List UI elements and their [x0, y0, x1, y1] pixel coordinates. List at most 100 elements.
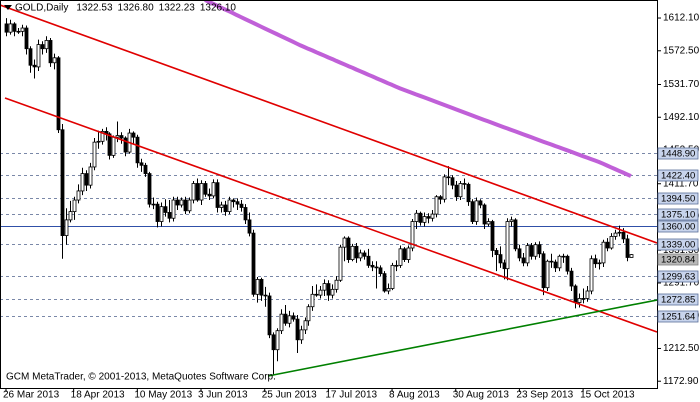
candle-body — [247, 219, 252, 234]
candle-body — [466, 183, 471, 203]
candle-body — [330, 288, 335, 296]
candle-body — [100, 131, 105, 142]
candle-body — [533, 244, 538, 257]
candle-body — [76, 190, 81, 201]
candle-body — [267, 295, 272, 336]
candle-body — [386, 288, 391, 292]
x-tick-label: 18 Apr 2013 — [71, 390, 125, 401]
candle-body — [482, 204, 487, 225]
x-tick-label: 26 Mar 2013 — [3, 390, 60, 401]
candle-body — [115, 135, 120, 138]
symbol: GOLD,Daily — [15, 3, 68, 14]
candle-body — [72, 199, 77, 213]
y-tick-label: 1291.70 — [663, 278, 700, 289]
level-label: 1272.85 — [661, 295, 695, 306]
candle-body — [32, 64, 37, 68]
candle-body — [96, 140, 101, 143]
candle-body — [406, 247, 411, 260]
candle-body — [446, 176, 451, 179]
candle-body — [107, 133, 112, 156]
candle-body — [474, 200, 479, 222]
candle-body — [279, 313, 284, 332]
candle-body — [450, 177, 455, 186]
candle-body — [589, 258, 594, 292]
footer: GCM MetaTrader, © 2001-2013, MetaQuotes … — [6, 372, 276, 383]
candle-body — [470, 201, 475, 222]
candle-body — [119, 135, 124, 139]
candle-body — [255, 279, 260, 295]
candle-body — [203, 183, 208, 195]
candle-body — [601, 241, 606, 264]
candle-body — [398, 248, 403, 266]
plot-frame — [0, 0, 658, 389]
candle-body — [251, 232, 256, 295]
level-label-box — [657, 169, 699, 182]
candle-body — [462, 183, 467, 185]
candle-body — [318, 289, 323, 296]
candle-body — [629, 254, 634, 258]
level-label: 1299.63 — [661, 272, 695, 283]
candle-body — [40, 44, 45, 50]
candle-body — [239, 203, 244, 208]
candle-body — [625, 238, 630, 258]
candle-body — [362, 252, 367, 257]
quote: 1322.53 1326.80 1322.23 1326.10 — [76, 3, 236, 14]
candle-body — [24, 27, 29, 50]
level-label: 1360.00 — [661, 222, 695, 233]
candle-body — [135, 136, 140, 164]
candle-body — [374, 266, 379, 269]
candle-body — [191, 183, 196, 201]
candle-body — [505, 221, 510, 270]
level-label-box — [657, 293, 699, 306]
x-tick-label: 25 Jun 2013 — [262, 390, 317, 401]
candle-body — [509, 219, 514, 222]
candle-body — [283, 313, 288, 324]
candle-body — [163, 206, 168, 213]
candle-body — [52, 57, 57, 64]
candle-body — [613, 232, 618, 237]
quote-value: 1326.10 — [200, 3, 237, 14]
level-label: 1251.64 — [661, 312, 695, 323]
candle-body — [561, 255, 566, 258]
candle-body — [219, 204, 224, 208]
candle-body — [84, 173, 89, 186]
candle-body — [410, 221, 415, 249]
x-tick-label: 17 Jul 2013 — [325, 390, 377, 401]
candle-body — [458, 183, 463, 198]
candle-body — [577, 298, 582, 303]
candle-body — [557, 255, 562, 269]
y-tick-label: 1531.70 — [663, 79, 700, 90]
candle-body — [44, 40, 49, 50]
candle-body — [541, 253, 546, 289]
candle-body — [573, 285, 578, 303]
level-label-box — [657, 270, 699, 283]
candle-body — [609, 236, 614, 249]
candle-body — [303, 320, 308, 331]
candle-body — [521, 257, 526, 264]
candle-body — [223, 204, 228, 213]
candle-body — [291, 315, 296, 320]
candle-body — [513, 219, 518, 250]
candle-body — [263, 294, 268, 297]
level-label: 1422.40 — [661, 171, 695, 182]
level-label: 1320.84 — [661, 255, 695, 266]
candle-body — [235, 201, 240, 205]
candle-body — [498, 254, 503, 264]
candle-body — [342, 237, 347, 248]
candle-body — [370, 264, 375, 268]
candle-body — [16, 30, 21, 33]
candle-body — [621, 231, 626, 240]
candle-body — [593, 258, 598, 265]
candle-body — [211, 182, 216, 197]
candle-body — [28, 48, 33, 66]
level-lines — [1, 153, 657, 317]
candle-body — [326, 283, 331, 296]
x-tick-label: 30 Aug 2013 — [453, 390, 510, 401]
candle-body — [287, 315, 292, 324]
candle-body — [422, 216, 427, 223]
candle-body — [529, 245, 534, 257]
y-tick-label: 1492.10 — [663, 112, 700, 123]
candle-body — [111, 136, 116, 156]
candle-body — [358, 252, 363, 259]
candle-body — [171, 199, 176, 219]
